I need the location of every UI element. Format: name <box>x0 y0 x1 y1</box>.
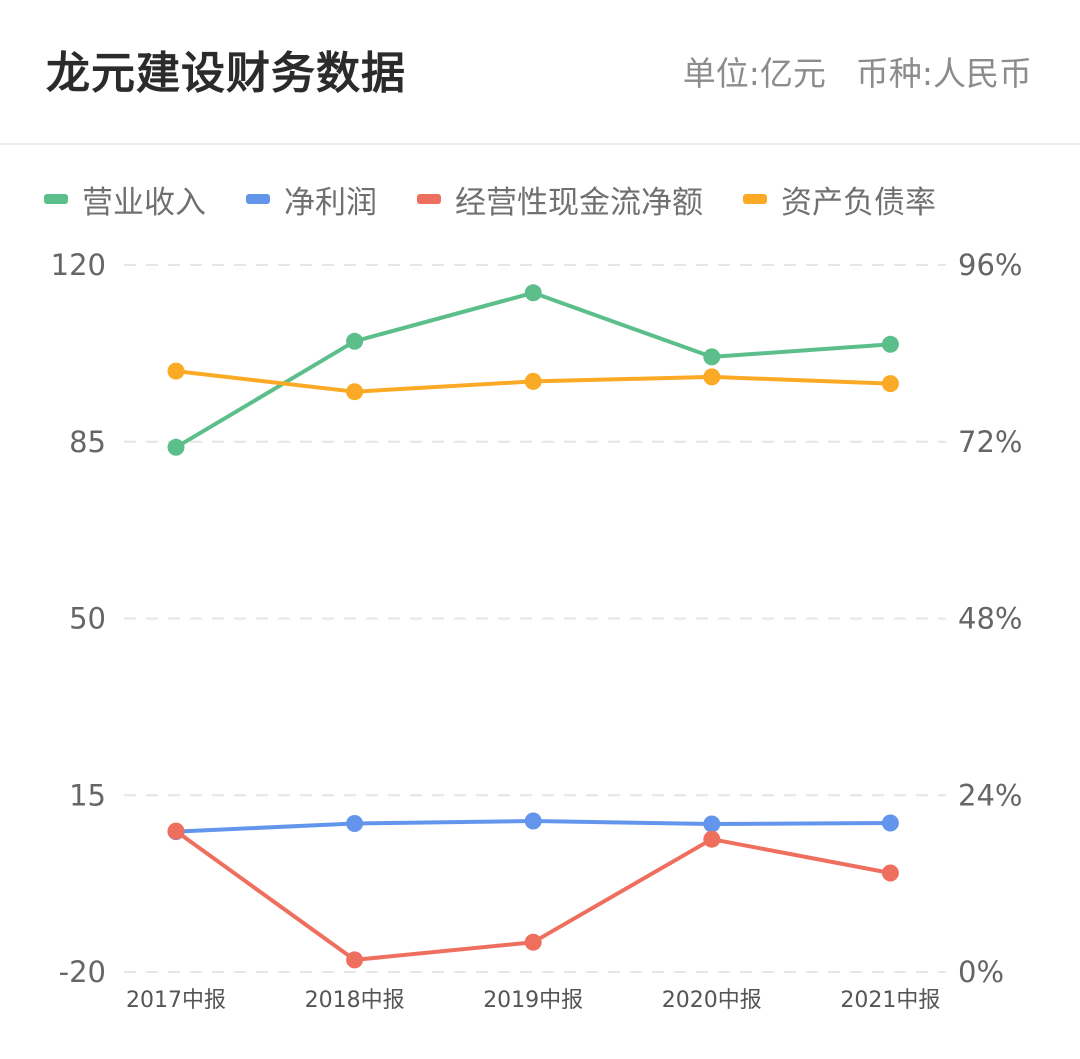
data-point <box>703 815 721 833</box>
legend-swatch-revenue <box>44 194 68 204</box>
x-axis-tick-label: 2019中报 <box>483 988 583 1013</box>
y-axis-right-tick-label: 0% <box>958 955 1004 989</box>
data-point <box>346 815 364 832</box>
y-axis-left-tick-label: 15 <box>69 778 106 812</box>
y-axis-left-tick-label: 50 <box>69 602 106 636</box>
data-point <box>167 822 185 840</box>
y-axis-left-tick-label: -20 <box>59 955 106 989</box>
data-point <box>703 368 721 386</box>
legend-swatch-debt-ratio <box>743 194 767 204</box>
legend-label-debt-ratio: 资产负债率 <box>781 184 936 221</box>
data-point <box>524 284 542 302</box>
y-axis-right-tick-label: 48% <box>958 602 1022 636</box>
data-point <box>167 438 185 456</box>
data-point <box>881 375 899 393</box>
unit-label: 单位:亿元 <box>682 54 826 93</box>
data-point <box>881 335 899 353</box>
y-axis-left-tick-label: 120 <box>51 248 106 282</box>
legend-swatch-operating-cash-flow <box>417 194 441 204</box>
data-point <box>703 348 721 366</box>
data-point <box>167 362 185 380</box>
currency-label: 币种:人民币 <box>855 54 1032 93</box>
y-axis-right-tick-label: 24% <box>958 778 1022 812</box>
data-point <box>524 812 542 830</box>
series-line <box>174 290 893 450</box>
legend-label-operating-cash-flow: 经营性现金流净额 <box>455 184 703 221</box>
legend-label-net-profit: 净利润 <box>284 184 377 221</box>
data-point <box>703 830 721 848</box>
data-point <box>881 814 899 832</box>
y-axis-right-tick-label: 96% <box>958 248 1022 282</box>
data-point <box>524 933 542 951</box>
legend-swatch-net-profit <box>246 194 270 204</box>
legend-item-operating-cash-flow[interactable]: 经营性现金流净额 <box>417 177 703 222</box>
data-point <box>346 332 364 350</box>
x-axis-tick-label: 2017中报 <box>126 988 226 1013</box>
chart-legend: 营业收入 净利润 经营性现金流净额 资产负债率 <box>44 174 976 224</box>
legend-item-revenue[interactable]: 营业收入 <box>44 177 206 222</box>
x-axis-tick-label: 2018中报 <box>305 988 405 1013</box>
legend-label-revenue: 营业收入 <box>82 184 206 221</box>
x-axis-tick-label: 2021中报 <box>840 988 940 1013</box>
chart-header: 龙元建设财务数据 单位:亿元 币种:人民币 <box>0 0 1080 145</box>
y-axis-right-tick-label: 72% <box>958 425 1022 459</box>
unit-info: 单位:亿元 币种:人民币 <box>683 52 1032 96</box>
y-axis-left-tick-label: 85 <box>69 425 106 459</box>
data-point <box>346 383 364 401</box>
x-axis-tick-label: 2020中报 <box>662 988 762 1013</box>
legend-item-net-profit[interactable]: 净利润 <box>246 177 377 222</box>
data-point <box>881 864 899 882</box>
page-title: 龙元建设财务数据 <box>46 48 406 99</box>
data-point <box>346 951 364 969</box>
data-point <box>524 372 542 390</box>
legend-item-debt-ratio[interactable]: 资产负债率 <box>743 177 936 222</box>
